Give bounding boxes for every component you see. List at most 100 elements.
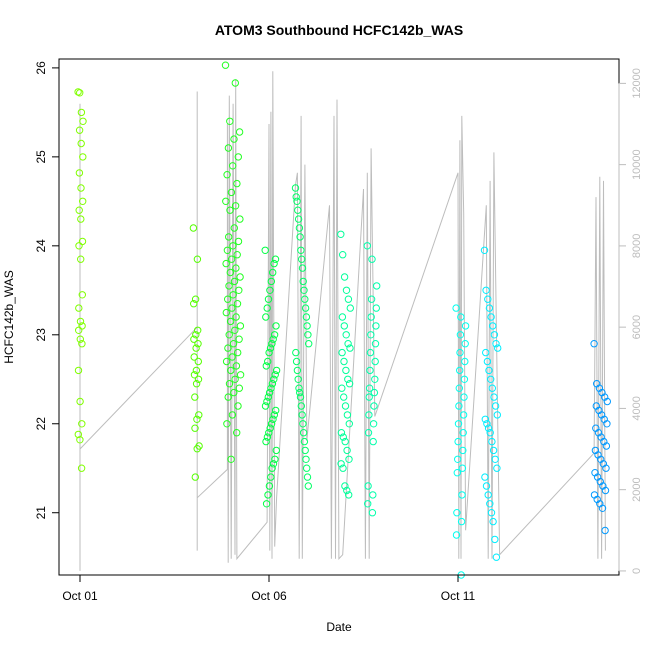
- data-point: [343, 411, 352, 419]
- data-point: [190, 335, 198, 343]
- data-point: [262, 437, 270, 446]
- data-point: [368, 255, 376, 263]
- data-point: [299, 277, 307, 286]
- data-point: [79, 117, 87, 126]
- data-point: [456, 366, 464, 375]
- data-point: [337, 429, 346, 437]
- data-point: [76, 397, 84, 406]
- data-point: [227, 366, 235, 375]
- data-point: [458, 491, 466, 499]
- data-point: [221, 61, 230, 69]
- data-point: [227, 255, 236, 263]
- data-point: [590, 340, 598, 348]
- data-point: [272, 406, 280, 415]
- data-point: [373, 282, 381, 290]
- data-point: [302, 455, 310, 463]
- data-point: [223, 171, 231, 179]
- y-tick-label: 24: [34, 239, 48, 253]
- data-point: [194, 326, 202, 334]
- data-point: [342, 366, 350, 375]
- data-point: [233, 179, 241, 188]
- data-point: [484, 424, 493, 432]
- scatter-layer: [74, 61, 611, 579]
- data-point: [456, 348, 464, 357]
- data-point: [74, 366, 83, 375]
- data-point: [76, 317, 85, 326]
- data-point: [266, 344, 275, 352]
- right-tick-label: 2000: [631, 477, 643, 501]
- data-point: [228, 304, 236, 312]
- data-point: [228, 411, 237, 419]
- data-point: [193, 255, 202, 263]
- data-point: [292, 348, 300, 357]
- data-point: [222, 197, 230, 206]
- data-point: [461, 357, 469, 366]
- y-axis: 21 22 23 24 25 26: [34, 61, 60, 519]
- data-point: [481, 415, 489, 423]
- data-point: [233, 429, 241, 437]
- data-point: [338, 384, 346, 392]
- data-point: [294, 206, 302, 214]
- data-point: [486, 429, 494, 437]
- data-point: [230, 277, 239, 286]
- data-point: [269, 460, 278, 468]
- data-point: [345, 455, 353, 463]
- data-point: [75, 242, 83, 250]
- data-point: [235, 128, 244, 136]
- data-point: [231, 79, 240, 87]
- data-point: [602, 442, 611, 450]
- data-point: [233, 300, 242, 308]
- right-tick-label: 12000: [631, 68, 643, 99]
- data-point: [296, 233, 304, 241]
- data-point: [271, 255, 280, 263]
- data-point: [189, 224, 198, 232]
- y-tick-label: 23: [34, 328, 48, 342]
- data-point: [485, 366, 493, 375]
- data-point: [296, 388, 304, 397]
- data-point: [345, 491, 353, 499]
- data-point: [491, 535, 499, 544]
- data-point: [190, 300, 198, 308]
- data-point: [363, 242, 371, 250]
- data-point: [77, 139, 85, 148]
- data-point: [493, 464, 501, 472]
- data-point: [344, 375, 352, 383]
- data-point: [232, 313, 240, 321]
- data-point: [486, 500, 494, 508]
- data-point: [480, 246, 489, 255]
- data-point: [481, 473, 489, 481]
- data-point: [226, 268, 235, 277]
- data-point: [367, 313, 375, 321]
- data-point: [483, 420, 491, 428]
- data-point: [459, 446, 467, 455]
- data-point: [598, 504, 607, 512]
- y-tick-label: 25: [34, 150, 48, 164]
- data-point: [270, 331, 279, 339]
- data-point: [301, 295, 309, 303]
- data-point: [261, 246, 269, 255]
- data-point: [75, 169, 84, 177]
- y-tick-label: 26: [34, 61, 48, 75]
- data-point: [304, 482, 312, 490]
- x-axis: Oct 01 Oct 06 Oct 11: [62, 574, 476, 603]
- data-point: [222, 308, 231, 317]
- data-point: [264, 295, 273, 303]
- data-point: [364, 500, 372, 508]
- data-point: [190, 353, 198, 361]
- data-point: [224, 295, 232, 303]
- data-point: [368, 509, 377, 517]
- data-point: [342, 331, 350, 339]
- data-point: [296, 393, 305, 401]
- data-point: [272, 366, 281, 375]
- data-point: [234, 237, 243, 246]
- data-point: [490, 393, 498, 401]
- data-point: [453, 509, 461, 517]
- data-point: [75, 206, 83, 214]
- data-point: [267, 277, 275, 286]
- chart-title: ATOM3 Southbound HCFC142b_WAS: [215, 22, 463, 38]
- data-point: [232, 362, 241, 370]
- data-point: [372, 322, 380, 330]
- data-point: [192, 380, 201, 388]
- data-point: [224, 144, 233, 152]
- data-point: [488, 437, 496, 446]
